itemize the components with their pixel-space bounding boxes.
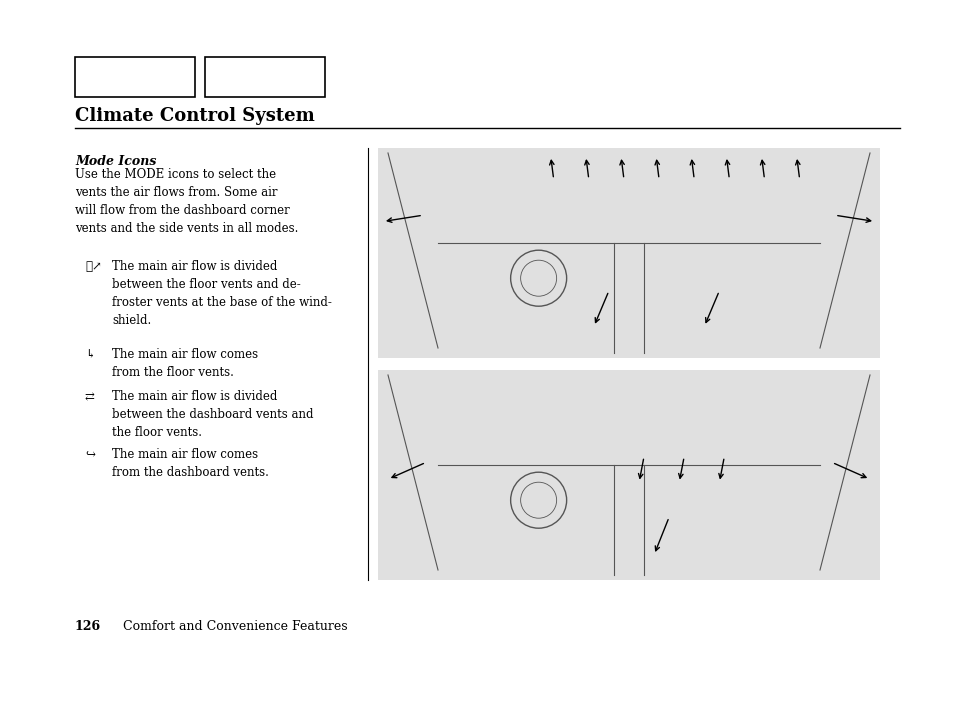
Text: The main air flow comes
from the dashboard vents.: The main air flow comes from the dashboa…: [112, 448, 269, 479]
Text: Climate Control System: Climate Control System: [75, 107, 314, 125]
Text: ⇄: ⇄: [85, 390, 94, 403]
Text: Use the MODE icons to select the
vents the air flows from. Some air
will flow fr: Use the MODE icons to select the vents t…: [75, 168, 298, 235]
Text: ⓟ↗: ⓟ↗: [85, 260, 102, 273]
Bar: [377, 370, 879, 580]
Text: The main air flow comes
from the floor vents.: The main air flow comes from the floor v…: [112, 348, 258, 379]
Text: The main air flow is divided
between the floor vents and de-
froster vents at th: The main air flow is divided between the…: [112, 260, 332, 327]
Text: Comfort and Convenience Features: Comfort and Convenience Features: [123, 620, 347, 633]
Bar: [205, 57, 325, 97]
Bar: [377, 148, 879, 358]
Text: The main air flow is divided
between the dashboard vents and
the floor vents.: The main air flow is divided between the…: [112, 390, 314, 439]
Text: Mode Icons: Mode Icons: [75, 155, 156, 168]
Text: 126: 126: [75, 620, 101, 633]
Text: ↳: ↳: [85, 348, 94, 361]
Text: ↪: ↪: [85, 448, 94, 461]
Bar: [75, 57, 194, 97]
